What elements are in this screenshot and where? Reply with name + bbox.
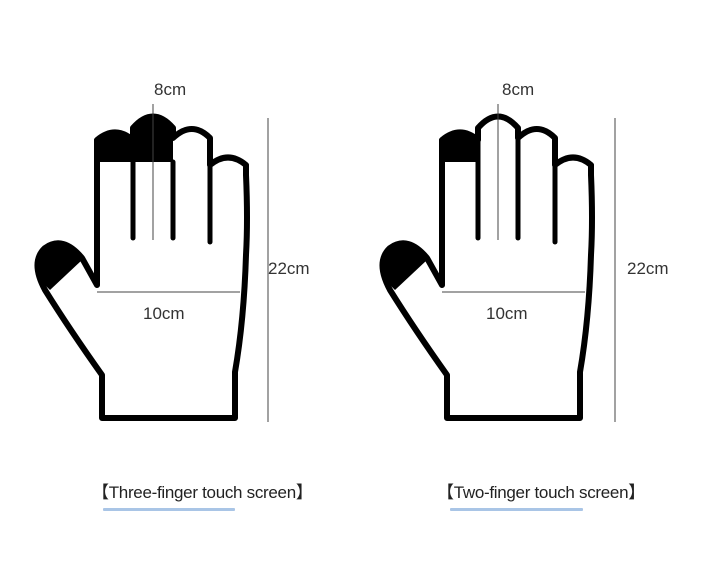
palm-width-label: 10cm	[486, 304, 528, 323]
two-finger-glove-panel: 8cm 10cm 22cm 【Two-finger touch screen】	[345, 0, 705, 570]
glove-outline	[379, 113, 595, 421]
thumb-touch-tip	[36, 244, 82, 290]
glove-height-label: 22cm	[627, 259, 669, 278]
caption-underline	[450, 508, 583, 511]
index-touch-tip	[97, 132, 133, 162]
two-finger-glove-diagram	[379, 104, 616, 422]
three-finger-glove-panel: 8cm 10cm 22cm 【Three-finger touch screen…	[34, 80, 313, 511]
three-finger-glove-diagram	[34, 104, 269, 422]
glove-height-label: 22cm	[268, 259, 310, 278]
finger-length-label: 8cm	[502, 80, 535, 99]
caption-underline	[103, 508, 235, 511]
caption-text: Two-finger touch screen	[453, 483, 629, 502]
finger-length-label: 8cm	[154, 80, 187, 99]
thumb-touch-tip	[381, 244, 427, 290]
palm-width-label: 10cm	[143, 304, 185, 323]
index-touch-tip	[442, 132, 478, 162]
glove-caption: 【Three-finger touch screen】	[92, 483, 313, 502]
glove-outline	[34, 113, 250, 421]
glove-caption: 【Two-finger touch screen】	[437, 483, 645, 502]
caption-text: Three-finger touch screen	[108, 483, 296, 502]
